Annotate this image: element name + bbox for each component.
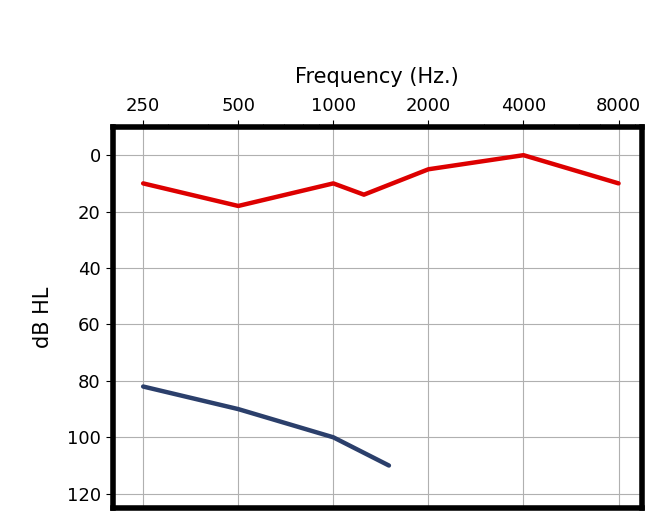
Y-axis label: dB HL: dB HL [32,287,53,348]
X-axis label: Frequency (Hz.): Frequency (Hz.) [295,67,459,87]
